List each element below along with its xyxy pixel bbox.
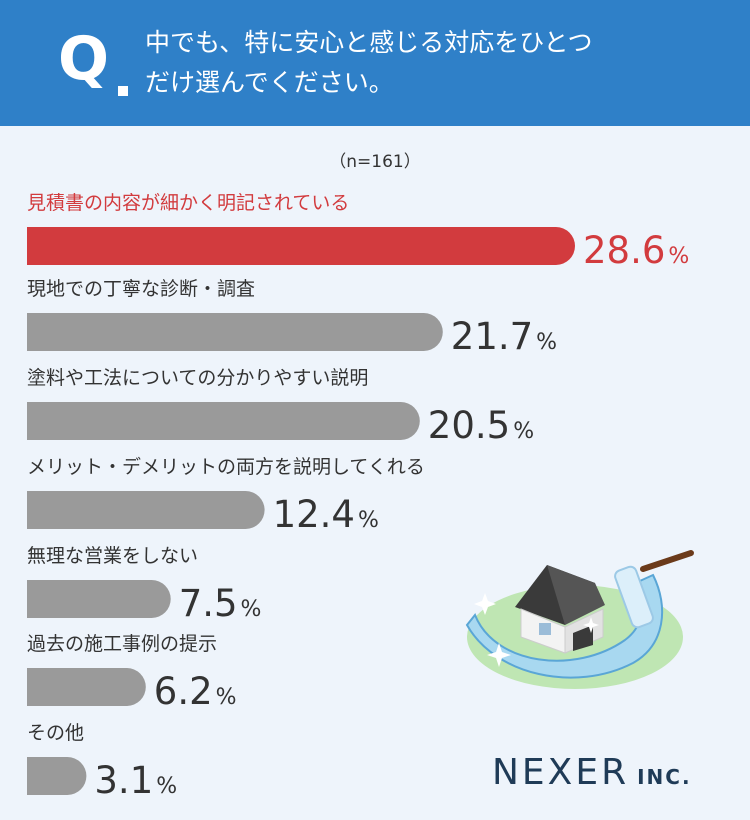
value-label: 6.2% bbox=[154, 670, 237, 713]
house-window bbox=[539, 623, 551, 635]
house-roof-side bbox=[547, 565, 605, 625]
bar bbox=[27, 580, 171, 618]
value-label: 21.7% bbox=[451, 315, 557, 358]
bar-left-edge bbox=[27, 580, 46, 618]
category-label: 現地での丁寧な診断・調査 bbox=[27, 278, 255, 300]
question-header: Q 中でも、特に安心と感じる対応をひとつ だけ選んでください。 bbox=[0, 0, 750, 126]
bar bbox=[27, 668, 146, 706]
bar bbox=[27, 227, 575, 265]
category-label: 過去の施工事例の提示 bbox=[27, 633, 217, 655]
sparkle-icon bbox=[474, 593, 496, 615]
bar-left-edge bbox=[27, 757, 46, 795]
value-label: 20.5% bbox=[428, 404, 534, 447]
bar-left-edge bbox=[27, 402, 46, 440]
value-label: 12.4% bbox=[273, 493, 379, 536]
house-paint-roller-illustration bbox=[465, 550, 694, 689]
category-label: その他 bbox=[27, 722, 84, 744]
category-label: メリット・デメリットの両方を説明してくれる bbox=[27, 456, 425, 478]
value-label: 3.1% bbox=[94, 759, 177, 802]
category-label: 無理な営業をしない bbox=[27, 545, 198, 567]
sparkle-icon bbox=[583, 617, 599, 633]
sample-size: （n=161） bbox=[329, 152, 421, 172]
value-label: 7.5% bbox=[179, 582, 262, 625]
logo-main: NEXER bbox=[492, 752, 630, 793]
q-dot bbox=[118, 86, 128, 96]
paint-stroke bbox=[465, 573, 664, 679]
bar-left-edge bbox=[27, 491, 46, 529]
paint-roller bbox=[614, 565, 654, 629]
category-label: 見積書の内容が細かく明記されている bbox=[27, 192, 349, 214]
category-label: 塗料や工法についての分かりやすい説明 bbox=[27, 366, 368, 389]
nexer-logo: NEXER INC. bbox=[492, 752, 692, 793]
value-label: 28.6% bbox=[583, 229, 689, 272]
logo-sub: INC. bbox=[637, 765, 692, 789]
bar bbox=[27, 313, 443, 351]
question-text-line-2: だけ選んでください。 bbox=[145, 68, 394, 97]
house-door bbox=[573, 625, 593, 651]
q-mark: Q bbox=[58, 24, 110, 94]
bar-left-edge bbox=[27, 227, 46, 265]
sparkle-icon bbox=[487, 643, 511, 667]
question-text-line-1: 中でも、特に安心と感じる対応をひとつ bbox=[145, 28, 593, 57]
roller-handle bbox=[640, 550, 694, 572]
bar-left-edge bbox=[27, 668, 46, 706]
bar bbox=[27, 491, 265, 529]
bar-left-edge bbox=[27, 313, 46, 351]
bar bbox=[27, 402, 420, 440]
